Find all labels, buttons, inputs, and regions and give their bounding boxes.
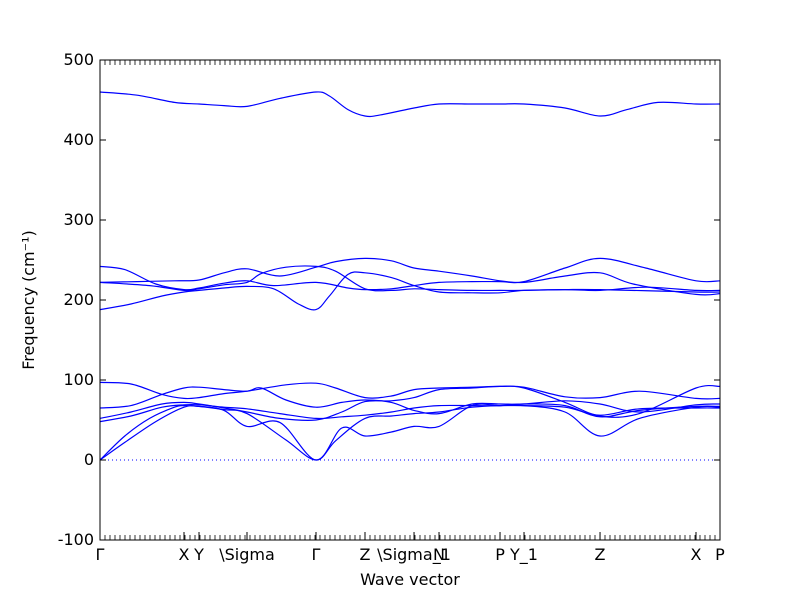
band-line-5 — [99, 265, 721, 292]
band-line-10 — [99, 404, 721, 461]
band-line-2 — [99, 257, 721, 291]
q-point-label: P — [715, 545, 725, 564]
y-tick-layer: -100 0 100 200 300 400 500 — [58, 50, 720, 549]
q-point-label: Y — [193, 545, 204, 564]
y-tick-label: 100 — [63, 370, 94, 389]
q-point-label: Γ — [96, 545, 105, 564]
band-line-11 — [99, 403, 721, 461]
band-line-6 — [99, 381, 721, 400]
y-tick-label: 500 — [63, 50, 94, 69]
y-tick-label: 400 — [63, 130, 94, 149]
q-point-label: N — [433, 545, 445, 564]
q-point-label: \Sigma — [219, 545, 275, 564]
y-axis-label: Frequency (cm⁻¹) — [19, 230, 38, 369]
y-tick-label: 0 — [84, 450, 94, 469]
q-point-label: Y_1 — [509, 545, 538, 565]
q-point-label: Γ — [312, 545, 321, 564]
q-point-label: X — [691, 545, 702, 564]
band-line-8 — [99, 384, 721, 421]
q-point-label: Z — [360, 545, 371, 564]
q-point-label: Z — [595, 545, 606, 564]
x-tick-layer: Γ X Y \Sigma Γ Z \Sigma_1N P Y_1 Z X P — [96, 60, 725, 565]
y-tick-label: -100 — [58, 530, 94, 549]
band-line-3 — [99, 257, 721, 296]
band-line-7 — [99, 386, 721, 415]
band-line-1 — [99, 91, 721, 118]
q-point-label: P — [495, 545, 505, 564]
y-tick-label: 200 — [63, 290, 94, 309]
y-tick-label: 300 — [63, 210, 94, 229]
x-axis-label: Wave vector — [360, 570, 460, 589]
series-layer — [99, 91, 721, 461]
q-point-label: X — [179, 545, 190, 564]
q-point-label: \Sigma_1 — [377, 545, 451, 565]
